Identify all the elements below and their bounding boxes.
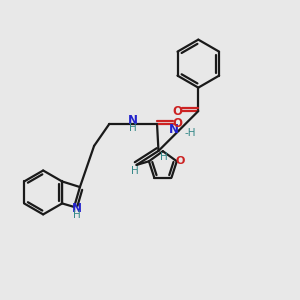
Text: N: N (128, 114, 138, 127)
Text: H: H (160, 152, 168, 162)
Text: H: H (131, 167, 139, 176)
Text: H: H (129, 123, 136, 133)
Text: O: O (173, 117, 183, 130)
Text: -H: -H (185, 128, 196, 138)
Text: N: N (71, 202, 82, 215)
Text: O: O (172, 105, 182, 118)
Text: N: N (169, 123, 179, 136)
Text: H: H (73, 210, 80, 220)
Text: O: O (175, 156, 184, 166)
